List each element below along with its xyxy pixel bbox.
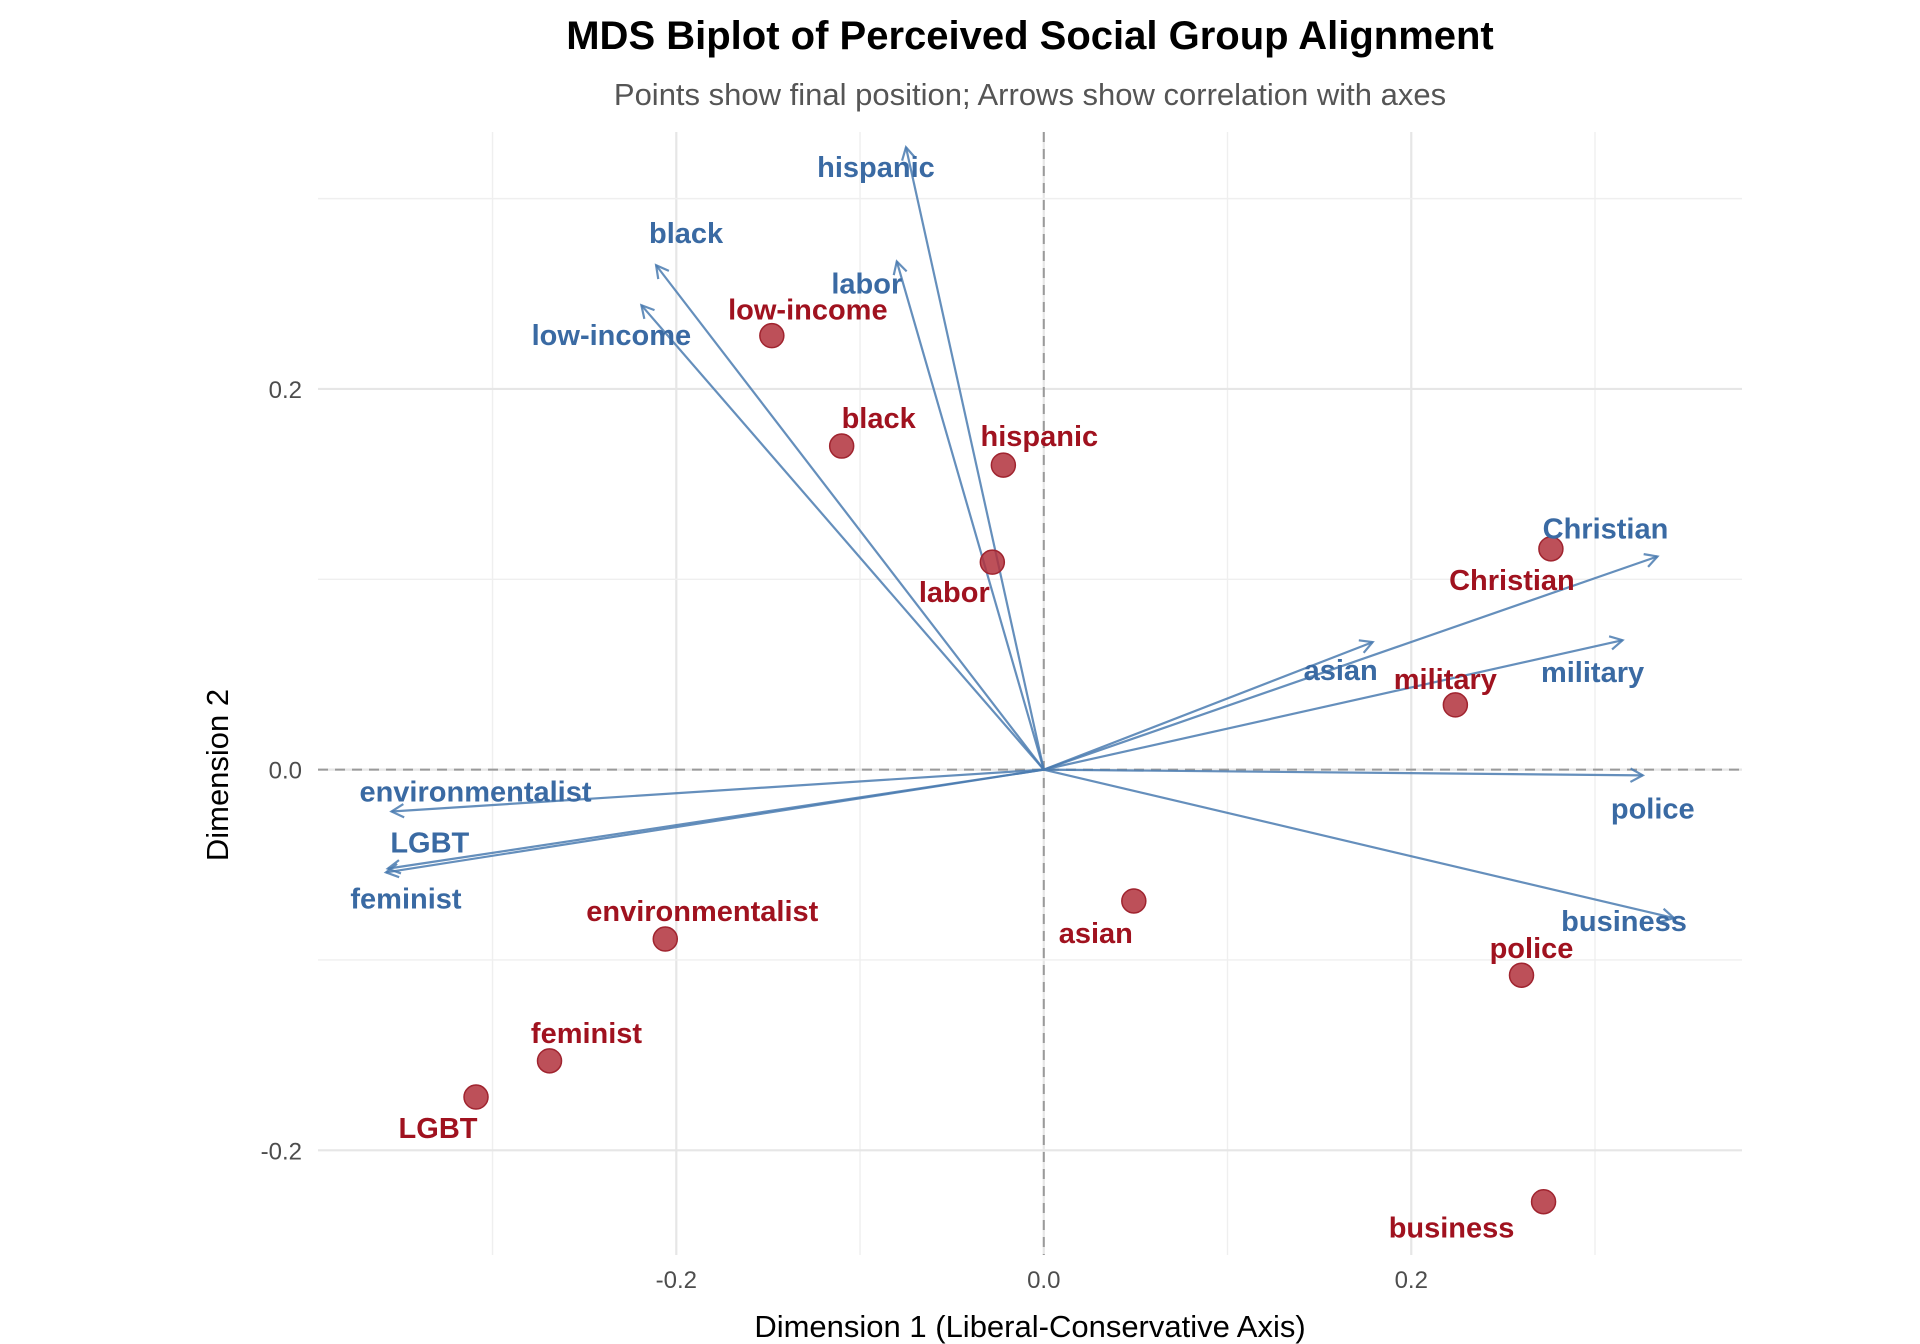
point-label-hispanic: hispanic [981,421,1099,453]
arrow-label-business: business [1561,906,1687,938]
y-axis-title: Dimension 2 [200,689,235,861]
point-labor [979,549,1006,575]
arrow-label-environmentalist: environmentalist [359,777,591,809]
point-label-military: military [1394,664,1497,696]
point-label-police: police [1490,933,1574,965]
point-label-lgbt: LGBT [399,1113,478,1145]
data-labels: hispanicblacklaborlow-incomeChristianasi… [350,152,1694,1244]
arrowhead-environmentalist [389,803,405,819]
correlation-arrows [383,144,1677,923]
arrowhead-labor [892,259,908,276]
y-tick-label: 0.0 [269,758,302,785]
arrowhead-feminist [383,863,400,879]
point-police [1508,962,1535,988]
point-label-black: black [842,403,917,435]
arrowhead-business [1660,907,1677,923]
zero-reference-lines [318,132,1742,1255]
point-military [1442,692,1469,718]
point-lgbt [463,1084,489,1110]
x-axis-title: Dimension 1 (Liberal-Conservative Axis) [754,1309,1305,1344]
y-tick-label: -0.2 [261,1138,302,1165]
point-hispanic [990,452,1017,478]
arrow-labor [895,261,1045,770]
y-tick-label: 0.2 [269,377,302,404]
arrowhead-police [1629,767,1646,783]
x-tick-label: -0.2 [656,1267,697,1294]
arrow-black [655,264,1045,771]
point-label-business: business [1389,1213,1515,1245]
x-tick-label: 0.2 [1395,1267,1428,1294]
arrow-label-labor: labor [831,268,902,300]
arrow-label-black: black [649,218,724,250]
arrow-label-asian: asian [1304,655,1378,687]
arrow-christian [1043,555,1658,771]
point-black [828,433,855,459]
arrowhead-low-income [639,303,655,320]
arrow-label-feminist: feminist [350,883,462,915]
arrow-label-lgbt: LGBT [390,828,469,860]
arrowhead-christian [1643,553,1660,568]
group-points [463,322,1564,1215]
arrow-label-low-income: low-income [532,320,692,352]
point-label-feminist: feminist [531,1018,643,1050]
arrow-business [1043,768,1675,920]
point-environmentalist [652,926,679,952]
arrow-hispanic [904,146,1045,770]
axis-ticks: -0.2 0.0 0.2 -0.2 0.0 0.2 [261,377,1428,1294]
point-business [1530,1188,1557,1215]
point-label-christian: Christian [1449,565,1575,597]
arrowhead-asian [1358,639,1375,654]
chart-title: MDS Biplot of Perceived Social Group Ali… [566,14,1494,58]
arrow-label-police: police [1611,793,1695,825]
arrow-police [1043,768,1643,777]
arrow-asian [1043,641,1374,771]
arrow-label-christian: Christian [1543,513,1669,545]
grid-lines [318,132,1742,1255]
point-label-asian: asian [1059,918,1133,950]
arrowhead-hispanic [901,144,917,161]
point-feminist [536,1048,563,1074]
point-label-low-income: low-income [728,295,888,327]
point-asian [1121,888,1147,914]
arrow-feminist [385,768,1044,874]
arrow-label-military: military [1541,657,1644,689]
point-label-labor: labor [919,577,990,609]
arrow-label-hispanic: hispanic [817,152,935,184]
arrow-military [1043,639,1623,771]
x-tick-label: 0.0 [1027,1267,1060,1294]
arrow-environmentalist [391,768,1044,813]
arrowhead-black [654,263,670,280]
point-low-income [759,322,785,349]
chart-subtitle: Points show final position; Arrows show … [614,77,1446,112]
arrowhead-military [1608,635,1625,651]
arrow-low-income [640,304,1045,771]
point-christian [1538,536,1564,562]
point-label-environmentalist: environmentalist [586,896,818,928]
